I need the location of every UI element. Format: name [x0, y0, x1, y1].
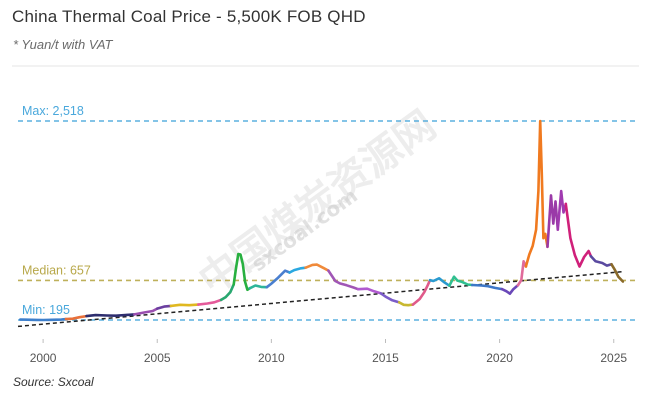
price-segment-7	[219, 283, 235, 302]
price-segment-4	[155, 304, 173, 310]
price-segment-15	[379, 292, 401, 304]
price-segment-11	[288, 266, 307, 274]
chart-subtitle: * Yuan/t with VAT	[13, 37, 113, 52]
price-segment-8	[232, 252, 251, 292]
price-segment-23	[524, 119, 549, 268]
reference-label-1: Median: 657	[22, 263, 91, 277]
price-segment-12	[304, 263, 330, 272]
price-segment-19	[448, 275, 474, 288]
price-segment-3	[133, 307, 159, 316]
price-segment-1	[64, 314, 88, 321]
watermark: sxcoal.com 中国煤炭资源网	[191, 102, 445, 304]
price-segment-18	[428, 276, 451, 288]
price-segment-26	[564, 202, 593, 268]
price-segment-27	[589, 254, 613, 267]
x-tick-label-5: 2025	[600, 351, 627, 365]
watermark-cjk: 中国煤炭资源网	[191, 102, 445, 304]
price-segment-10	[265, 269, 291, 289]
price-segment-16	[397, 301, 415, 307]
chart-source: Source: Sxcoal	[13, 375, 94, 389]
x-tick-label-4: 2020	[486, 351, 513, 365]
price-segment-21	[500, 283, 520, 296]
x-tick-label-2: 2010	[258, 351, 285, 365]
price-segment-20	[470, 283, 504, 291]
reference-lines: Max: 2,518 Median: 657 Min: 195	[18, 104, 638, 321]
price-segment-25	[556, 189, 568, 231]
price-segment-28	[610, 262, 625, 283]
price-segment-17	[411, 278, 432, 306]
price-segment-6	[197, 298, 223, 306]
price-segment-5	[169, 303, 200, 308]
x-tick-label-1: 2005	[144, 351, 171, 365]
price-segment-0	[18, 317, 68, 322]
price-segment-22	[516, 259, 528, 287]
reference-label-2: Min: 195	[22, 303, 70, 317]
price-segment-2	[85, 313, 136, 318]
price-segment-24	[546, 194, 560, 249]
x-tick-label-0: 2000	[30, 351, 57, 365]
price-segment-9	[248, 284, 269, 290]
chart-title: China Thermal Coal Price - 5,500K FOB QH…	[12, 7, 366, 26]
x-tick-label-3: 2015	[372, 351, 399, 365]
x-axis: 2000 2005 2010 2015 2020 2025	[30, 339, 627, 365]
reference-label-0: Max: 2,518	[22, 104, 84, 118]
price-segment-14	[356, 287, 383, 295]
price-series	[18, 119, 625, 322]
price-segment-13	[327, 269, 360, 291]
